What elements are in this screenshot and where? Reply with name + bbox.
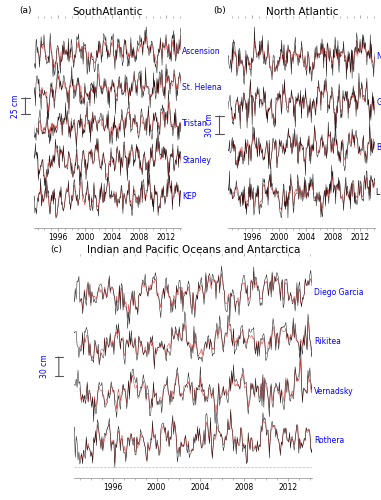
Text: Gibraltar: Gibraltar: [376, 98, 381, 107]
Text: 25 cm: 25 cm: [11, 94, 19, 118]
Text: KEP: KEP: [182, 192, 197, 201]
Text: St. Helena: St. Helena: [182, 84, 222, 92]
Text: Lime Tree Bay: Lime Tree Bay: [376, 188, 381, 198]
Text: Diego Garcia: Diego Garcia: [314, 288, 363, 297]
Text: Rikitea: Rikitea: [314, 338, 341, 346]
Text: Newlyn: Newlyn: [376, 52, 381, 62]
Title: SouthAtlantic: SouthAtlantic: [73, 6, 143, 16]
Text: (c): (c): [50, 245, 62, 254]
Text: Stanley: Stanley: [182, 156, 211, 164]
Text: (b): (b): [214, 6, 226, 16]
Text: (a): (a): [19, 6, 32, 16]
Text: Vernadsky: Vernadsky: [314, 386, 354, 396]
Text: 30 cm: 30 cm: [40, 354, 49, 378]
Text: Ascension: Ascension: [182, 47, 221, 56]
Title: Indian and Pacific Oceans and Antarctica: Indian and Pacific Oceans and Antarctica: [86, 245, 300, 255]
Text: Tristan: Tristan: [182, 120, 208, 128]
Text: 30 cm: 30 cm: [205, 113, 214, 136]
Title: North Atlantic: North Atlantic: [266, 6, 338, 16]
Text: Rothera: Rothera: [314, 436, 344, 444]
Text: Bermuda: Bermuda: [376, 143, 381, 152]
